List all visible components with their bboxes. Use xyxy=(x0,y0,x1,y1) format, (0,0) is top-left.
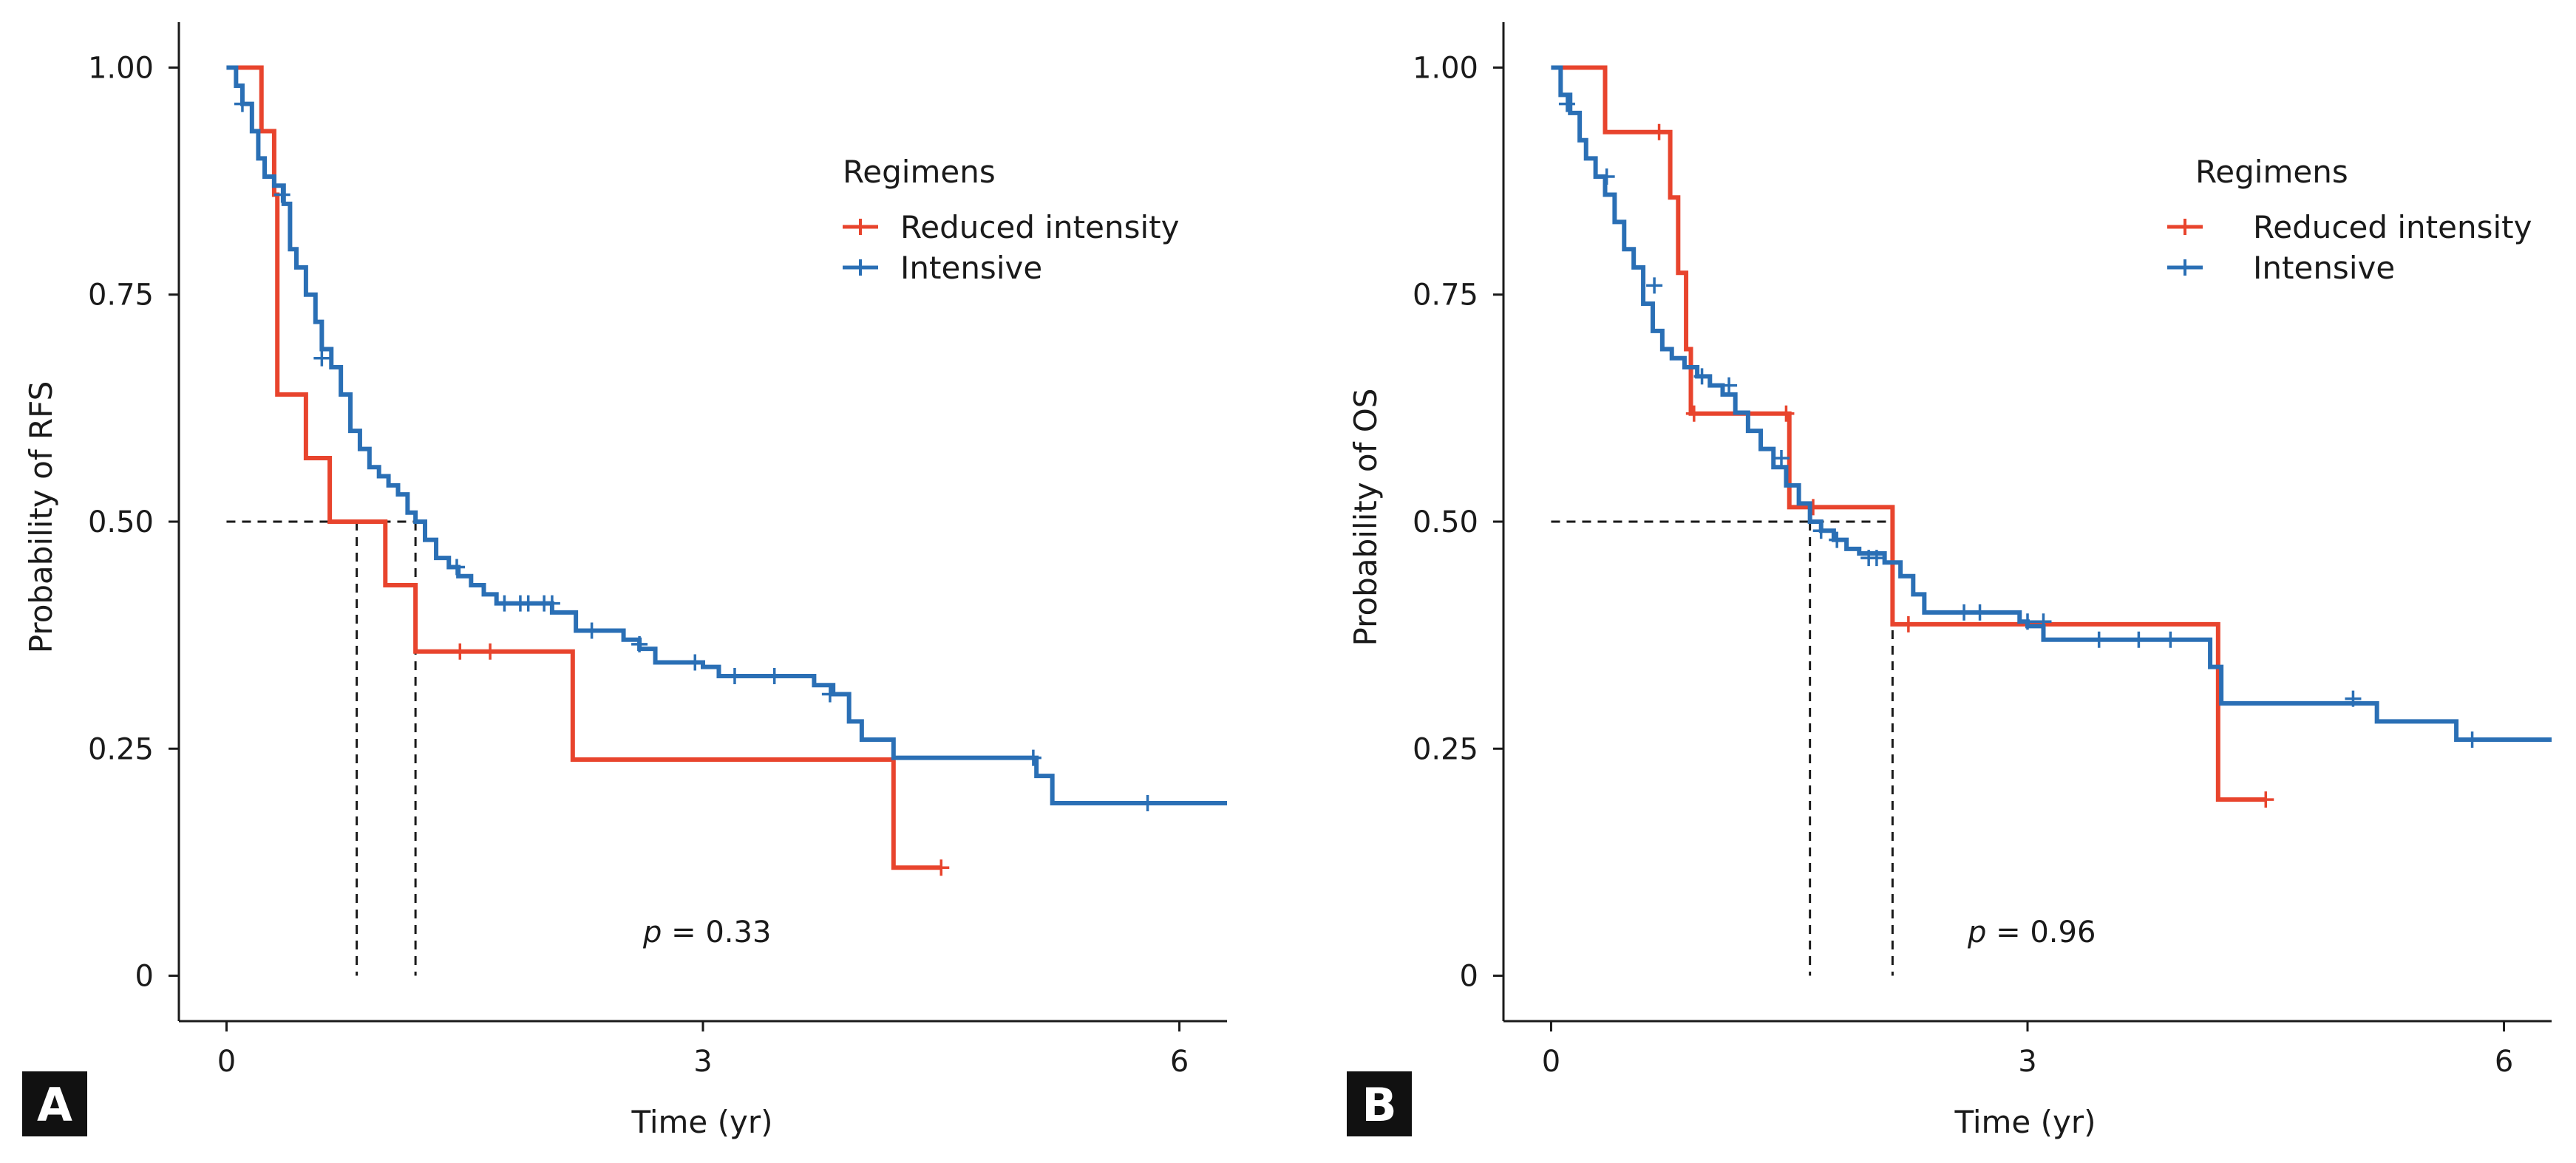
panel-a-censor-mark-intensive xyxy=(520,595,537,612)
panel-a-y-tick-label: 1.00 xyxy=(88,51,154,85)
panel-a-legend: Regimens Reduced intensity Intensive xyxy=(843,154,1179,286)
panel-b-censor-mark-reduced-intensity xyxy=(1778,405,1795,422)
panel-b-y-tick-label: 0.25 xyxy=(1413,732,1478,766)
panel-a-x-tick-label: 6 xyxy=(1170,1045,1189,1079)
panel-b-x-tick-label: 0 xyxy=(1542,1045,1560,1079)
panel-b-x-tick-label: 6 xyxy=(2495,1045,2513,1079)
panel-b-legend-label-intensive: Intensive xyxy=(2253,250,2395,286)
panel-a-y-tick-label: 0.50 xyxy=(88,505,154,539)
panel-b-x-axis-title: Time (yr) xyxy=(1954,1104,2096,1140)
panel-b-censor-mark-intensive xyxy=(1558,95,1575,112)
panel-a-censor-mark-intensive xyxy=(448,559,465,576)
panel-b-y-axis-title: Probability of OS xyxy=(1348,389,1384,647)
panel-b-curve-reduced-intensity xyxy=(1551,65,2266,802)
panel-a-censor-mark-intensive xyxy=(234,95,251,112)
panel-b-y-tick-label: 0.75 xyxy=(1413,279,1478,313)
panel-b-p-value-text: = 0.96 xyxy=(1986,915,2096,949)
panel-a-p-value: p = 0.33 xyxy=(642,915,771,949)
panel-b-y-tick-label: 0.50 xyxy=(1413,505,1478,539)
panel-b-censor-mark-intensive xyxy=(2162,631,2179,648)
panel-a-x-tick-label: 3 xyxy=(693,1045,712,1079)
panel-b-censor-mark-intensive xyxy=(2130,631,2147,648)
panel-a-y-axis-title: Probability of RFS xyxy=(23,381,59,653)
panel-a-x-axis-title: Time (yr) xyxy=(631,1104,772,1140)
panel-b-os-chart: 0 0.25 0.50 0.75 1.00 0 3 6 Time (yr) Probabili… xyxy=(1347,22,2552,1140)
panel-b-censor-mark-reduced-intensity xyxy=(1900,615,1917,632)
panel-b-x-tick-label: 3 xyxy=(2018,1045,2036,1079)
panel-b-censor-mark-intensive xyxy=(2464,731,2481,748)
panel-a-y-tick-label: 0.25 xyxy=(88,732,154,766)
panel-b-p-symbol: p xyxy=(1967,915,1986,949)
panel-b-plot-area: 0 0.25 0.50 0.75 1.00 0 3 6 xyxy=(1413,22,2552,1079)
panel-b-censor-mark-reduced-intensity xyxy=(2257,791,2274,808)
panel-a-x-tick-label: 0 xyxy=(217,1045,236,1079)
panel-b-y-tick-label: 1.00 xyxy=(1413,51,1478,85)
panel-b-tag-box xyxy=(1347,1071,1412,1136)
panel-a-legend-label-reduced: Reduced intensity xyxy=(900,209,1179,245)
panel-a-legend-label-intensive: Intensive xyxy=(900,250,1042,286)
panel-b-censor-mark-intensive xyxy=(1773,449,1790,466)
panel-b-censor-mark-intensive xyxy=(2019,613,2036,630)
panel-b-y-tick-label: 0 xyxy=(1460,960,1478,994)
panel-a-censor-mark-intensive xyxy=(583,622,600,639)
panel-a-censor-mark-intensive xyxy=(726,667,743,684)
panel-a-plot-area: 0 0.25 0.50 0.75 1.00 0 3 6 xyxy=(88,22,1227,1079)
panel-b-censor-mark-reduced-intensity xyxy=(1651,123,1668,140)
panel-b-censor-mark-intensive xyxy=(1812,522,1829,539)
panel-a-censor-mark-intensive xyxy=(273,186,290,203)
panel-a-censor-mark-reduced-intensity xyxy=(482,643,499,660)
panel-b-censor-mark-intensive xyxy=(1956,604,1973,621)
panel-a-censor-mark-intensive xyxy=(631,635,648,652)
panel-b-censor-mark-intensive xyxy=(1868,550,1885,567)
panel-b-censor-mark-intensive xyxy=(1829,531,1846,548)
panel-a-tag: A xyxy=(37,1078,72,1132)
panel-a-censor-mark-reduced-intensity xyxy=(933,859,950,876)
panel-b-censor-mark-intensive xyxy=(1598,168,1615,185)
panel-a-censor-mark-intensive xyxy=(496,595,513,612)
panel-b-p-value: p = 0.96 xyxy=(1967,915,2096,949)
panel-a-censor-mark-intensive xyxy=(1139,795,1156,812)
panel-a-censor-mark-intensive xyxy=(766,667,783,684)
panel-a-curve-intensive xyxy=(226,65,1227,806)
panel-a-y-tick-label: 0 xyxy=(135,960,154,994)
panel-b-tag: B xyxy=(1362,1078,1396,1132)
panel-b-censor-mark-intensive xyxy=(2345,690,2362,707)
panel-a-censor-mark-intensive xyxy=(313,349,330,366)
panel-b-censor-mark-reduced-intensity xyxy=(1804,499,1821,516)
panel-a-censor-mark-intensive xyxy=(821,686,838,703)
panel-a-legend-title: Regimens xyxy=(843,154,996,190)
panel-a-curve-reduced-intensity xyxy=(226,65,942,870)
panel-a-censor-mark-intensive xyxy=(1024,749,1041,766)
panel-b-censor-mark-intensive xyxy=(1971,604,1988,621)
panel-b-legend-label-reduced: Reduced intensity xyxy=(2253,209,2532,245)
panel-b-legend: Regimens Reduced intensity Intensive xyxy=(2167,154,2532,286)
panel-a-censor-mark-intensive xyxy=(687,654,704,671)
panel-b-censor-mark-reduced-intensity xyxy=(1685,405,1702,422)
panel-a-rfs-chart: 0 0.25 0.50 0.75 1.00 0 3 6 Time (yr) Probabili… xyxy=(22,22,1227,1140)
panel-b-censor-mark-intensive xyxy=(1646,277,1663,294)
panel-a-censor-mark-reduced-intensity xyxy=(452,643,469,660)
panel-b-legend-title: Regimens xyxy=(2195,154,2348,190)
panel-b-censor-mark-intensive xyxy=(1721,377,1738,394)
panel-b-curve-intensive xyxy=(1551,65,2552,742)
panel-a-y-tick-label: 0.75 xyxy=(88,279,154,313)
panel-a-p-symbol: p xyxy=(642,915,662,949)
panel-b-censor-mark-intensive xyxy=(1693,368,1710,385)
panel-a-censor-mark-intensive xyxy=(543,595,560,612)
panel-a-p-value-text: = 0.33 xyxy=(662,915,771,949)
panel-a-tag-box xyxy=(22,1071,87,1136)
panel-b-censor-mark-intensive xyxy=(2035,613,2052,630)
panel-b-censor-mark-intensive xyxy=(2090,631,2107,648)
